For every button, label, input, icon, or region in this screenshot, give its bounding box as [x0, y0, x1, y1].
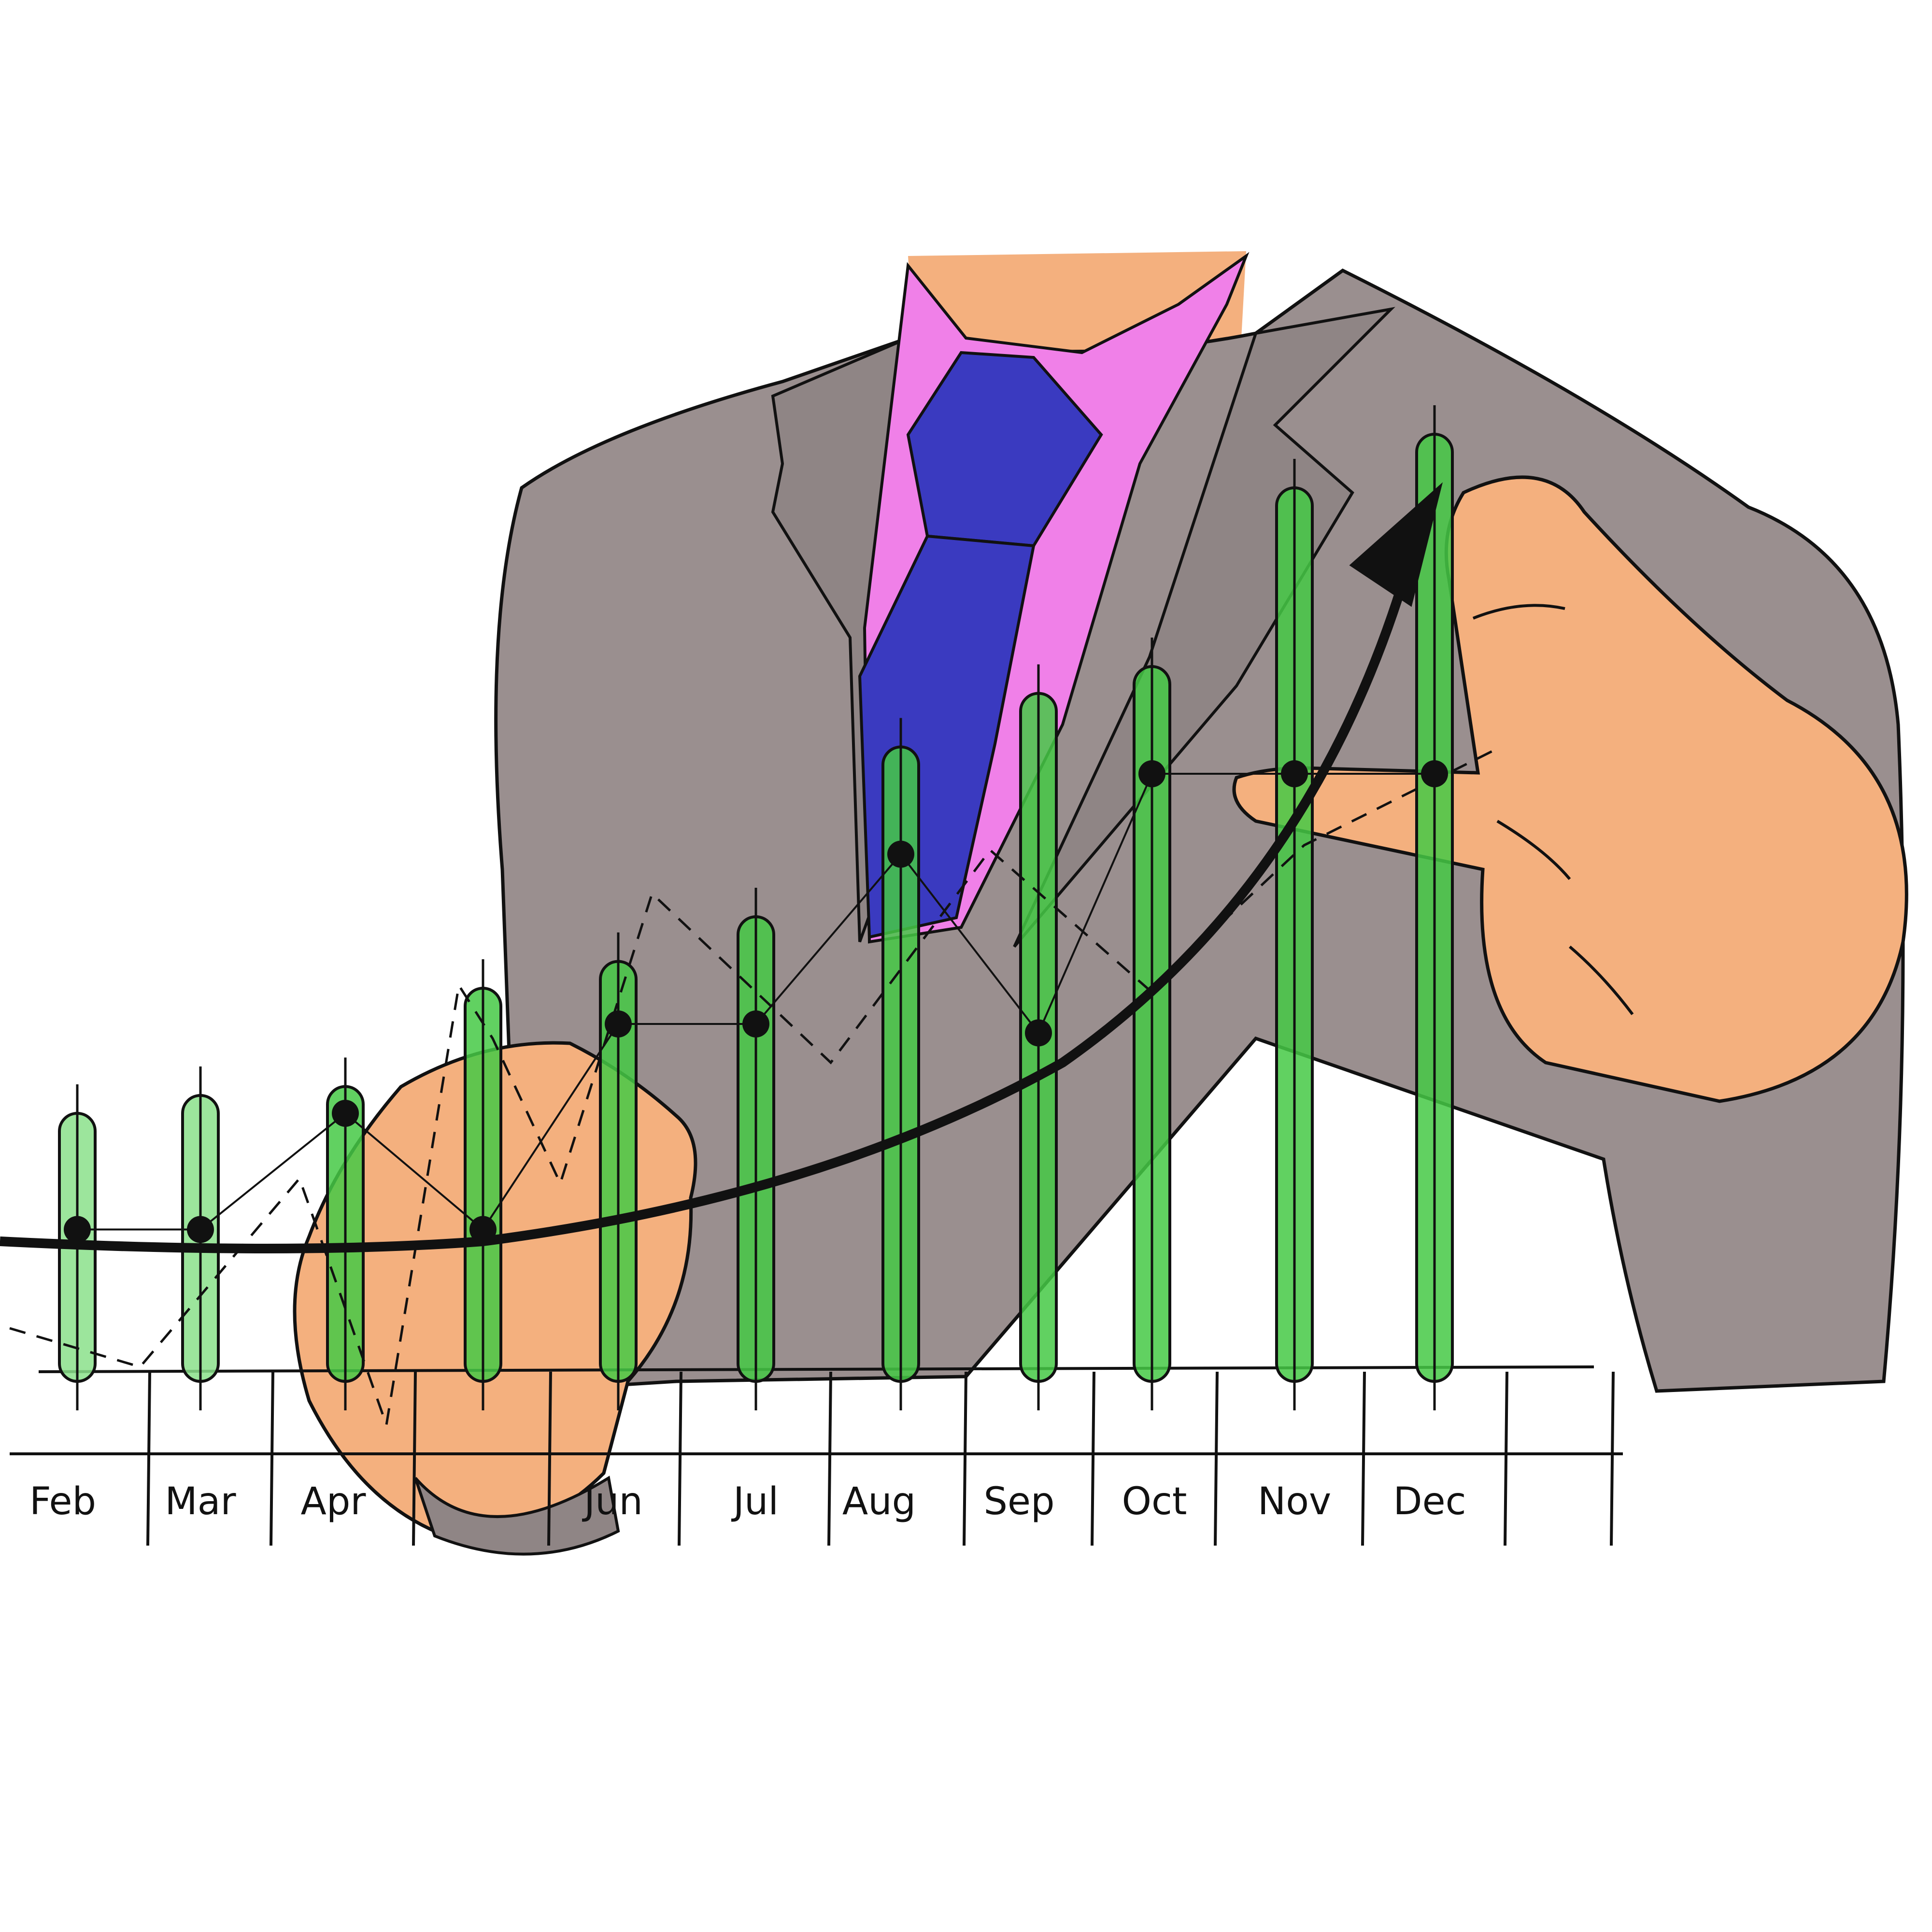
grid-divider	[1361, 1371, 1366, 1546]
month-label-feb: Feb	[29, 1480, 96, 1523]
grid-divider	[678, 1371, 682, 1546]
grid-divider	[146, 1371, 151, 1546]
grid-topline	[38, 1365, 1594, 1373]
grid-divider	[1214, 1371, 1219, 1546]
month-label-mar: Mar	[165, 1480, 236, 1523]
data-point-oct	[1138, 760, 1165, 787]
month-label-jul: Jul	[731, 1480, 779, 1523]
trend-arrow-curve	[0, 587, 1406, 1253]
data-point-nov	[1281, 760, 1308, 787]
grid-divider	[547, 1371, 552, 1546]
grid-divider	[1504, 1371, 1508, 1546]
chart-grid	[10, 1365, 1623, 1546]
month-label-dec: Dec	[1393, 1480, 1466, 1523]
chart-layer: Feb Mar Apr Jun Jul Aug Sep Oct Nov Dec	[0, 405, 1623, 1546]
data-point-dec	[1421, 760, 1448, 787]
month-label-aug: Aug	[842, 1480, 916, 1523]
data-point-sep	[1025, 1019, 1052, 1047]
grid-divider	[963, 1371, 967, 1546]
data-point-jun	[605, 1010, 632, 1037]
grid-divider	[1610, 1371, 1615, 1546]
trend-arrow-head	[1349, 482, 1443, 607]
data-point-mar	[187, 1216, 214, 1243]
grid-divider	[270, 1371, 274, 1546]
grid-divider	[827, 1371, 832, 1546]
grid-divider	[412, 1371, 417, 1546]
grid-divider	[1091, 1371, 1095, 1546]
data-point-apr	[332, 1100, 359, 1127]
chart-points	[64, 760, 1448, 1243]
month-label-nov: Nov	[1258, 1480, 1331, 1523]
data-point-aug	[887, 840, 914, 868]
month-label-oct: Oct	[1122, 1480, 1187, 1523]
knuckle-line	[1472, 604, 1634, 1015]
data-point-jul	[742, 1010, 769, 1037]
month-label-apr: Apr	[301, 1480, 367, 1523]
businessman-figure	[293, 251, 1908, 1556]
month-label-sep: Sep	[983, 1480, 1054, 1523]
chart-labels: Feb Mar Apr Jun Jul Aug Sep Oct Nov Dec	[29, 1480, 1466, 1523]
data-point-feb	[64, 1216, 91, 1243]
month-label-jun: Jun	[582, 1480, 643, 1523]
left-sleeve	[414, 1476, 620, 1556]
